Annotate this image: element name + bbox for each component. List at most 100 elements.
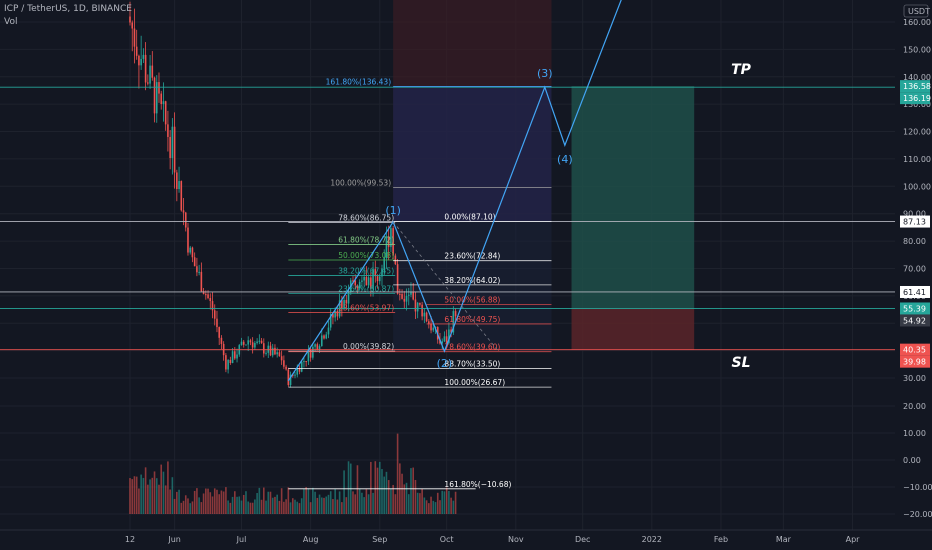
volume-bar [445,487,448,514]
volume-bar [307,488,310,514]
volume-bar [358,488,361,514]
currency-box[interactable] [903,4,929,18]
volume-bar [372,492,374,514]
price-badge-label: 40.35 [903,346,926,355]
candle-body [193,257,196,267]
price-tick-label: 80.00 [903,237,926,246]
fib-level-label: 23.60%(60.87) [338,284,394,293]
volume-bar [454,491,457,514]
candle-body [138,55,140,66]
candle-body [162,101,165,105]
candle-body [450,329,452,333]
stop-loss-zone[interactable] [571,308,695,350]
candle-body [376,276,379,282]
candle-body [180,181,183,211]
volume-bar [396,433,399,514]
volume-bar [394,494,397,514]
candle-body [216,318,218,328]
candle-body [387,236,390,247]
volume-bar [410,468,412,514]
volume-bar [401,473,403,514]
fibonacci-layer[interactable]: 78.60%(86.75) 61.80%(78.72) 50.00%(73.08) 3… [288,78,552,490]
candle-body [158,82,160,94]
candle-body [396,264,399,294]
volume-bar [416,492,419,514]
fib-level-label: 23.60%(53.97) [338,303,394,312]
projection-zone-extension [393,86,552,222]
volume-bar [338,491,341,514]
candle-body [312,346,314,358]
candle-body [169,136,171,159]
candle-body [198,271,200,273]
fib-level-label: 100.00%(26.67) [444,378,505,387]
volume-bar [200,502,203,514]
volume-bar [300,498,303,514]
price-tick-label: 70.00 [903,264,926,273]
candle-body [448,329,450,343]
fib-level-label: 50.00%(73.08) [338,251,394,260]
candle-body [363,276,365,281]
candle-body [176,172,178,190]
volume-bar [352,491,354,514]
fib-level-label: 50.00%(56.88) [444,295,500,304]
candle-body [135,46,138,56]
volume-bar [238,496,241,514]
candle-body [334,311,336,318]
volume-bar [258,487,261,514]
candle-body [269,345,272,356]
elliott-wave-layer[interactable]: (1) (2) (3) (4) [287,0,625,382]
volume-tick-label: −10.00 [903,483,932,492]
volume-bar [345,497,348,514]
volume-axis: 20.00 10.00 0.00 −10.00 −20.00 [903,402,932,519]
price-tick-label: 150.00 [903,45,931,54]
elliott-wave-path[interactable] [287,0,625,382]
fib-level-label: 38.20%(64.02) [444,276,500,285]
candle-body [305,361,307,363]
candle-body [242,341,245,345]
fib-level-label: 0.00%(87.10) [444,213,495,222]
volume-bar [303,489,305,514]
candle-body [200,271,203,292]
volume-bar [216,489,218,514]
take-profit-zone[interactable] [571,86,695,309]
price-tick-label: 110.00 [903,155,931,164]
volume-bar [436,492,439,514]
volume-bar [176,491,178,514]
candle-body [372,269,374,289]
wave-label-3: (3) [537,67,553,80]
volume-bar [385,471,388,514]
volume-bar [387,480,390,514]
candle-body [265,352,267,354]
time-tick-label: 12 [125,535,135,544]
volume-bar [196,488,198,514]
volume-bar [425,500,428,514]
candle-body [356,285,359,289]
candle-body [428,321,430,324]
candle-body [300,361,303,372]
price-badge [900,343,930,356]
volume-bar [173,498,176,514]
candle-body [314,344,316,347]
candle-body [345,299,348,304]
sl-label: SL [732,355,751,371]
candle-body [271,347,274,356]
volume-bar [287,487,290,514]
candle-body [251,342,254,348]
candle-body [365,276,368,286]
candle-body [325,334,328,339]
volume-bar [144,467,147,514]
price-tick-label: 140.00 [903,73,931,82]
volume-bar [448,490,450,514]
volume-bar [305,487,307,514]
volume-tick-label: 20.00 [903,402,926,411]
price-tick-label: 120.00 [903,128,931,137]
volume-bar [140,474,142,514]
candle-body [343,299,345,310]
volume-bar [207,488,209,514]
volume-bar [231,496,234,514]
candle-body [245,344,247,346]
volume-bar [412,467,415,514]
time-axis[interactable]: 12 Jun Jul Aug Sep Oct Nov Dec 2022 Feb Mar Apr [0,529,932,544]
volume-bar [167,461,169,514]
